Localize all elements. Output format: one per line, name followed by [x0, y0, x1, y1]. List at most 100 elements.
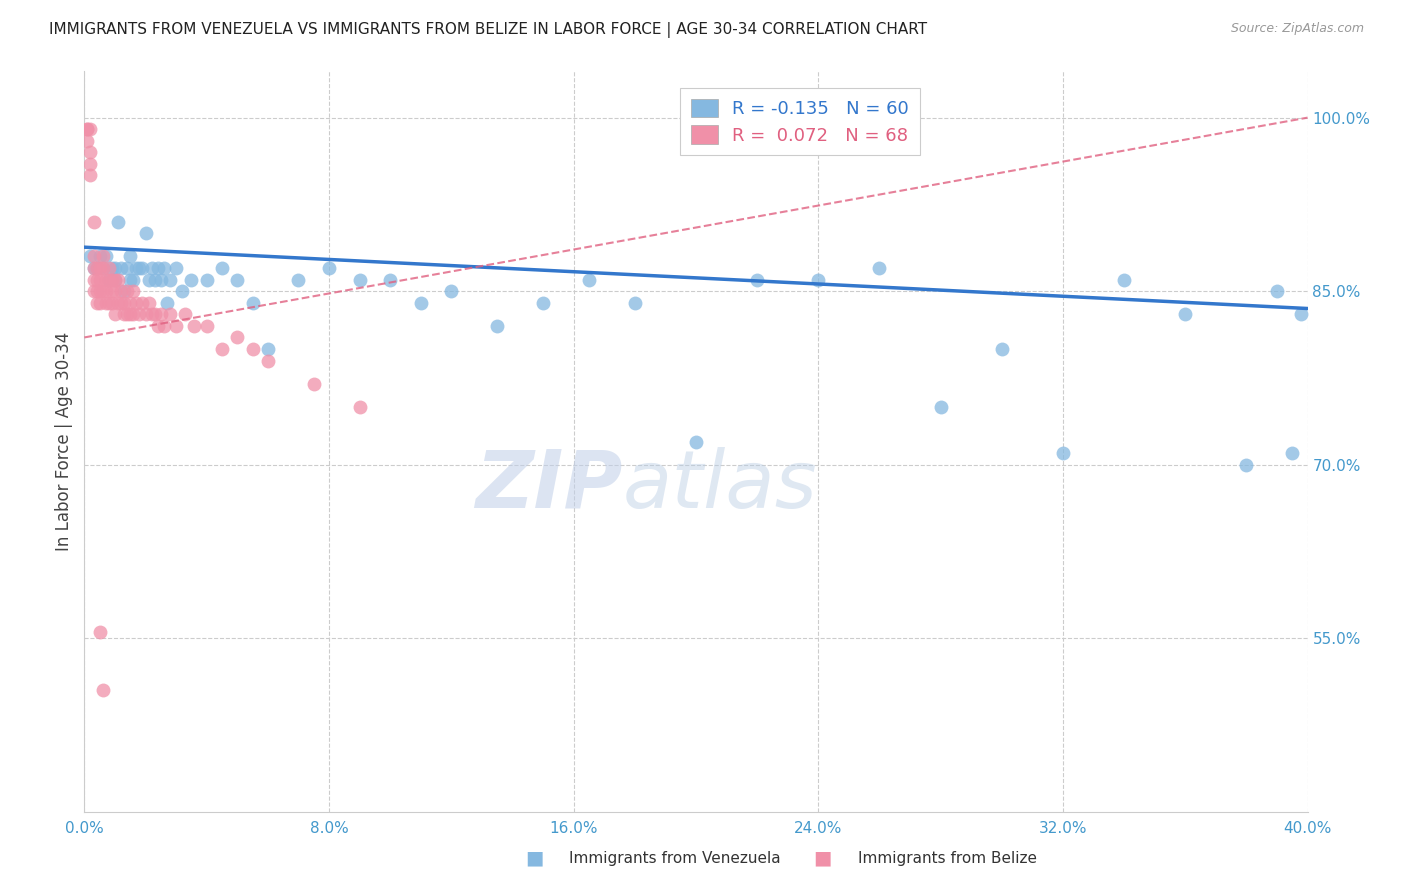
Text: Immigrants from Belize: Immigrants from Belize: [858, 851, 1036, 865]
Point: [101, 272, 124, 286]
Point: [120, 272, 142, 286]
Point: [101, 260, 124, 275]
Point: [79, 145, 101, 160]
Point: [226, 330, 249, 344]
Point: [807, 272, 830, 286]
Point: [125, 295, 148, 310]
Point: [107, 272, 129, 286]
Point: [183, 318, 205, 333]
Point: [97, 295, 120, 310]
Point: [685, 434, 707, 449]
Point: [991, 342, 1014, 356]
Point: [91, 260, 114, 275]
Point: [409, 295, 432, 310]
Text: ZIP: ZIP: [475, 447, 623, 525]
Point: [86, 260, 108, 275]
Point: [440, 284, 463, 298]
Point: [131, 260, 153, 275]
Point: [91, 284, 114, 298]
Point: [128, 307, 150, 321]
Point: [97, 272, 120, 286]
Point: [97, 272, 120, 286]
Point: [76, 122, 98, 136]
Point: [195, 272, 218, 286]
Point: [159, 272, 181, 286]
Point: [143, 272, 166, 286]
Point: [869, 260, 891, 275]
Point: [165, 318, 187, 333]
Point: [86, 272, 108, 286]
Point: [349, 272, 371, 286]
Point: [257, 342, 280, 356]
Point: [120, 307, 142, 321]
Point: [86, 284, 108, 298]
Point: [578, 272, 600, 286]
Point: [149, 272, 172, 286]
Point: [1265, 284, 1288, 298]
Point: [165, 260, 187, 275]
Point: [104, 284, 127, 298]
Point: [76, 134, 98, 148]
Point: [83, 260, 105, 275]
Point: [79, 169, 101, 183]
Point: [86, 295, 108, 310]
Point: [110, 295, 132, 310]
Point: [172, 284, 194, 298]
Point: [135, 307, 157, 321]
Point: [94, 250, 117, 264]
Point: [79, 250, 101, 264]
Point: [120, 250, 142, 264]
Point: [287, 272, 309, 286]
Point: [104, 260, 127, 275]
Point: [83, 260, 105, 275]
Text: atlas: atlas: [623, 447, 817, 525]
Point: [349, 400, 371, 414]
Point: [89, 284, 111, 298]
Legend: R = -0.135   N = 60, R =  0.072   N = 68: R = -0.135 N = 60, R = 0.072 N = 68: [681, 87, 920, 155]
Point: [89, 625, 111, 640]
Point: [104, 272, 127, 286]
Point: [242, 342, 264, 356]
Point: [211, 260, 233, 275]
Point: [135, 227, 157, 241]
Point: [122, 272, 145, 286]
Point: [91, 683, 114, 698]
Point: [143, 307, 166, 321]
Point: [120, 295, 142, 310]
Point: [79, 157, 101, 171]
Point: [89, 295, 111, 310]
Point: [83, 215, 105, 229]
Point: [112, 284, 135, 298]
Point: [302, 376, 325, 391]
Point: [138, 295, 160, 310]
Point: [110, 260, 132, 275]
Point: [138, 272, 160, 286]
Point: [1174, 307, 1197, 321]
Point: [1281, 446, 1303, 460]
Point: [128, 260, 150, 275]
Point: [101, 295, 124, 310]
Point: [242, 295, 264, 310]
Point: [624, 295, 647, 310]
Point: [156, 295, 179, 310]
Point: [153, 318, 176, 333]
Point: [104, 307, 127, 321]
Point: [1114, 272, 1136, 286]
Point: [83, 272, 105, 286]
Point: [91, 250, 114, 264]
Point: [211, 342, 233, 356]
Point: [86, 260, 108, 275]
Point: [146, 260, 169, 275]
Point: [318, 260, 340, 275]
Point: [79, 122, 101, 136]
Point: [141, 307, 163, 321]
Point: [153, 260, 176, 275]
Point: [101, 284, 124, 298]
Point: [89, 250, 111, 264]
Point: [83, 284, 105, 298]
Point: [195, 318, 218, 333]
Point: [180, 272, 202, 286]
Y-axis label: In Labor Force | Age 30-34: In Labor Force | Age 30-34: [55, 332, 73, 551]
Point: [91, 260, 114, 275]
Point: [159, 307, 181, 321]
